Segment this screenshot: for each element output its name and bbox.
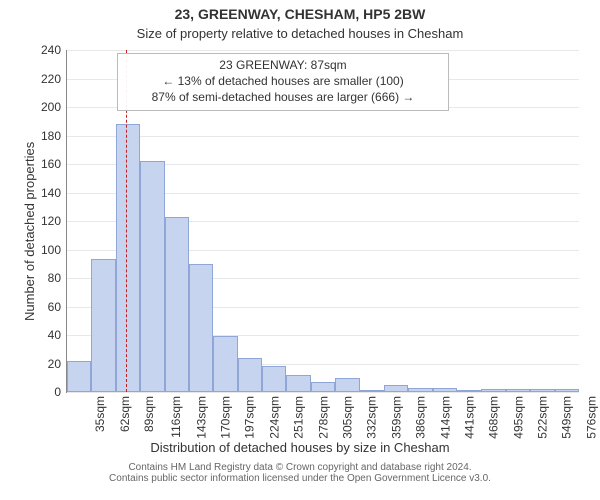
histogram-bar	[67, 361, 91, 392]
x-tick-label: 170sqm	[218, 396, 232, 439]
y-tick-label: 120	[41, 214, 61, 228]
y-tick-label: 180	[41, 129, 61, 143]
chart-subtitle: Size of property relative to detached ho…	[0, 26, 600, 41]
y-tick-label: 200	[41, 100, 61, 114]
histogram-bar	[91, 259, 115, 392]
histogram-bar	[408, 388, 432, 392]
histogram-bar	[506, 389, 530, 392]
histogram-bar	[335, 378, 359, 392]
y-tick-label: 100	[41, 243, 61, 257]
y-tick-label: 20	[48, 357, 61, 371]
histogram-bar	[457, 390, 481, 392]
grid-line	[67, 392, 579, 393]
x-tick-label: 522sqm	[535, 396, 549, 439]
x-tick-label: 278sqm	[316, 396, 330, 439]
y-tick-label: 0	[54, 385, 61, 399]
histogram-bar	[384, 385, 408, 392]
x-tick-label: 386sqm	[413, 396, 427, 439]
histogram-bar	[433, 388, 457, 392]
plot-area: 23 GREENWAY: 87sqm ← 13% of detached hou…	[66, 50, 579, 393]
x-tick-label: 35sqm	[93, 396, 107, 432]
footer-line-1: Contains HM Land Registry data © Crown c…	[0, 462, 600, 473]
x-tick-label: 143sqm	[194, 396, 208, 439]
histogram-bar	[116, 124, 140, 392]
x-tick-label: 89sqm	[142, 396, 156, 432]
x-tick-label: 359sqm	[389, 396, 403, 439]
y-axis-label: Number of detached properties	[22, 142, 37, 321]
y-tick-label: 80	[48, 271, 61, 285]
x-tick-label: 251sqm	[292, 396, 306, 439]
histogram-bar	[213, 336, 237, 392]
y-tick-label: 140	[41, 186, 61, 200]
x-tick-label: 495sqm	[511, 396, 525, 439]
histogram-bar	[165, 217, 189, 392]
x-tick-label: 468sqm	[487, 396, 501, 439]
histogram-bar	[286, 375, 310, 392]
histogram-bar	[262, 366, 286, 392]
info-line-2: ← 13% of detached houses are smaller (10…	[128, 73, 438, 89]
histogram-bar	[555, 389, 579, 392]
y-tick-label: 160	[41, 157, 61, 171]
x-tick-label: 197sqm	[243, 396, 257, 439]
chart-title: 23, GREENWAY, CHESHAM, HP5 2BW	[0, 6, 600, 22]
x-tick-label: 576sqm	[584, 396, 598, 439]
x-axis-label: Distribution of detached houses by size …	[0, 440, 600, 455]
y-tick-label: 220	[41, 72, 61, 86]
x-tick-label: 549sqm	[560, 396, 574, 439]
info-line-3: 87% of semi-detached houses are larger (…	[128, 89, 438, 105]
property-size-chart: 23, GREENWAY, CHESHAM, HP5 2BW Size of p…	[0, 0, 600, 500]
property-info-box: 23 GREENWAY: 87sqm ← 13% of detached hou…	[117, 53, 449, 111]
x-tick-label: 62sqm	[118, 396, 132, 432]
x-tick-label: 441sqm	[462, 396, 476, 439]
histogram-bar	[140, 161, 164, 392]
histogram-bar	[311, 382, 335, 392]
histogram-bar	[238, 358, 262, 392]
info-line-1: 23 GREENWAY: 87sqm	[128, 57, 438, 73]
copyright-footer: Contains HM Land Registry data © Crown c…	[0, 462, 600, 484]
y-tick-label: 40	[48, 328, 61, 342]
histogram-bar	[189, 264, 213, 392]
x-tick-label: 305sqm	[340, 396, 354, 439]
y-tick-label: 60	[48, 300, 61, 314]
x-tick-label: 224sqm	[267, 396, 281, 439]
histogram-bar	[360, 390, 384, 392]
histogram-bar	[530, 389, 554, 392]
footer-line-2: Contains public sector information licen…	[0, 473, 600, 484]
x-tick-label: 332sqm	[365, 396, 379, 439]
histogram-bar	[481, 389, 505, 392]
x-tick-label: 116sqm	[169, 396, 183, 438]
x-tick-label: 414sqm	[438, 396, 452, 439]
y-tick-label: 240	[41, 43, 61, 57]
